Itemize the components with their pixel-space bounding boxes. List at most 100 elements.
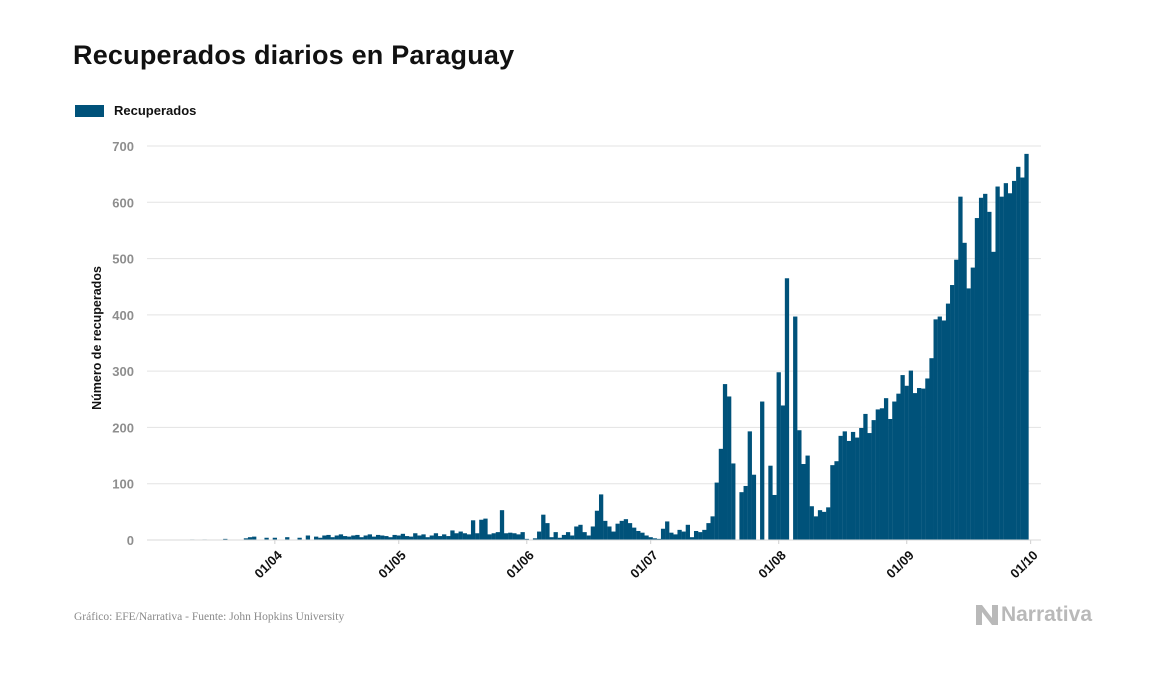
bar (665, 521, 670, 540)
bar (842, 431, 847, 540)
bar (351, 535, 356, 540)
y-tick-label: 700 (112, 139, 134, 154)
bar (565, 532, 571, 540)
bar (950, 285, 955, 540)
bar (830, 465, 835, 540)
bar (450, 530, 455, 540)
bar (615, 523, 620, 540)
bar (813, 516, 819, 540)
bar (652, 538, 657, 540)
bar (458, 531, 463, 540)
bar (413, 533, 418, 540)
bar (491, 533, 496, 540)
bar (363, 535, 368, 540)
bar (508, 532, 513, 540)
bar (966, 288, 971, 540)
bar (537, 531, 542, 540)
bar (970, 267, 975, 540)
bar (466, 534, 472, 540)
bar (590, 526, 596, 540)
bar (417, 535, 422, 540)
bar (347, 536, 352, 540)
bar (743, 485, 748, 540)
bar (739, 492, 744, 540)
bar (962, 242, 967, 540)
bar (772, 494, 777, 540)
bar (681, 531, 686, 540)
bar (623, 519, 629, 540)
bar (334, 535, 339, 540)
bar (656, 538, 662, 540)
bar (693, 530, 699, 540)
bar (611, 531, 616, 540)
bar (607, 526, 612, 540)
bar (499, 510, 505, 540)
bar (524, 538, 529, 540)
bar (797, 430, 802, 540)
x-tick-label: 01/07 (627, 548, 661, 582)
source-note: Gráfico: EFE/Narrativa - Fuente: John Ho… (74, 611, 345, 623)
bar (433, 533, 439, 540)
bar (954, 259, 959, 540)
bar (714, 482, 719, 540)
bar (326, 534, 331, 540)
bar (388, 537, 393, 540)
bar (338, 534, 344, 540)
y-tick-label: 100 (112, 477, 134, 492)
bar (875, 409, 880, 540)
bar (644, 535, 649, 540)
bar (826, 507, 831, 540)
bar (822, 511, 827, 540)
logo-text: Narrativa (1000, 603, 1092, 626)
bar (991, 251, 996, 540)
bar (1020, 177, 1025, 540)
bar (446, 536, 451, 540)
bar (462, 533, 467, 540)
bar (702, 529, 707, 540)
x-axis-ticks: 01/04 01/05 01/06 01/07 01/08 01/09 01/10 (251, 540, 1041, 582)
bar (718, 448, 724, 540)
y-tick-label: 0 (127, 533, 134, 548)
bar (978, 197, 984, 540)
bar (582, 532, 587, 540)
bar (425, 537, 430, 540)
bar (751, 474, 757, 540)
bar (421, 534, 426, 540)
bar (987, 211, 992, 540)
bar (921, 388, 926, 540)
x-tick-label: 01/09 (883, 548, 917, 582)
bar (305, 535, 311, 540)
bar (409, 536, 414, 540)
bar (640, 532, 645, 540)
bar (896, 393, 901, 540)
bar (603, 520, 608, 540)
bar (834, 461, 839, 540)
bar (933, 319, 938, 540)
bar (917, 388, 922, 540)
bar (1024, 153, 1029, 540)
bar (252, 536, 257, 540)
bar (722, 384, 728, 540)
x-tick-label: 01/04 (251, 547, 285, 581)
bar (495, 532, 501, 540)
bar (760, 401, 765, 540)
bar (904, 385, 909, 540)
bar (359, 537, 364, 540)
bar (648, 537, 653, 540)
bar (578, 524, 583, 540)
bar (892, 401, 897, 540)
bar (487, 534, 492, 540)
bar (974, 218, 980, 541)
bar (912, 393, 918, 540)
y-tick-label: 400 (112, 308, 134, 323)
bars (190, 153, 1029, 541)
bar (442, 534, 447, 540)
bar (731, 463, 736, 540)
x-tick-label: 01/06 (503, 548, 537, 582)
y-tick-label: 200 (112, 420, 134, 435)
bar (958, 196, 963, 540)
bar (479, 519, 484, 540)
bar (553, 532, 558, 540)
bar (929, 358, 934, 540)
y-axis-label: Número de recuperados (90, 266, 104, 410)
